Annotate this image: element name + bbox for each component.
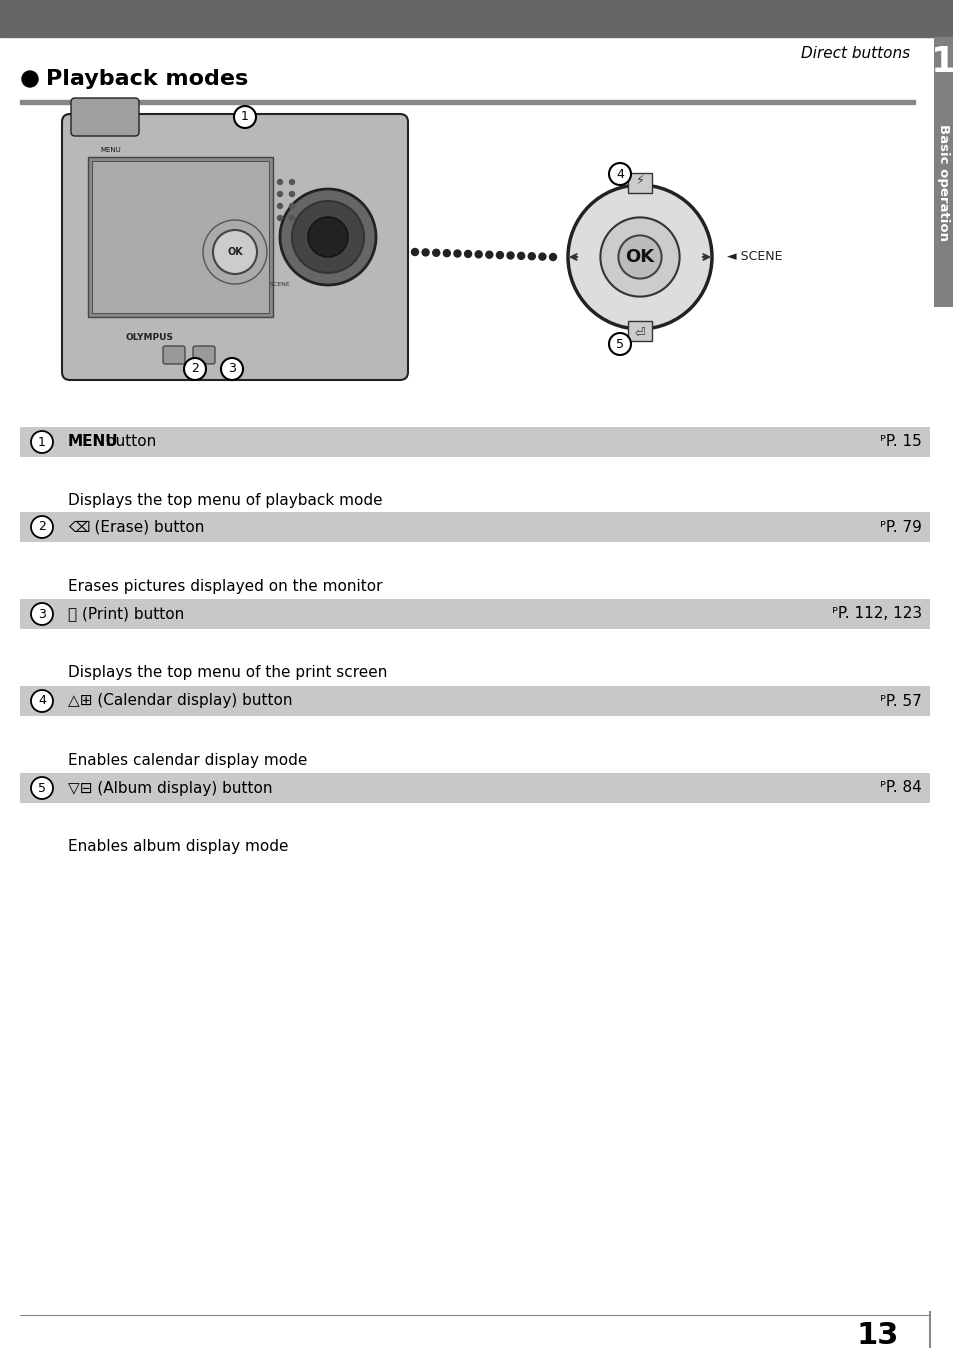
Text: OK: OK (625, 248, 654, 266)
Text: Displays the top menu of the print screen: Displays the top menu of the print scree… (68, 665, 387, 680)
Circle shape (30, 432, 53, 453)
Circle shape (30, 778, 53, 799)
Circle shape (213, 229, 256, 274)
Bar (933, 37, 953, 307)
FancyBboxPatch shape (71, 98, 139, 136)
Circle shape (567, 185, 711, 328)
Circle shape (454, 250, 460, 256)
Circle shape (608, 332, 630, 356)
Circle shape (475, 251, 481, 258)
Text: SCENE: SCENE (270, 281, 290, 286)
Circle shape (221, 358, 243, 380)
Circle shape (233, 106, 255, 128)
Bar (88, 157, 273, 318)
Circle shape (22, 71, 38, 87)
Bar (20, 687, 929, 716)
Text: button: button (101, 434, 156, 449)
Bar (91, 161, 269, 313)
Circle shape (608, 163, 630, 185)
Text: 1: 1 (241, 110, 249, 123)
Text: Basic operation: Basic operation (937, 123, 949, 240)
Text: Enables calendar display mode: Enables calendar display mode (68, 753, 307, 768)
Bar (627, 172, 651, 193)
Text: ᴾP. 57: ᴾP. 57 (880, 693, 921, 708)
Circle shape (538, 254, 545, 261)
Circle shape (443, 250, 450, 256)
Text: △⊞ (Calendar display) button: △⊞ (Calendar display) button (68, 693, 293, 708)
Text: Erases pictures displayed on the monitor: Erases pictures displayed on the monitor (68, 578, 382, 593)
Bar (20, 773, 929, 803)
Circle shape (30, 516, 53, 537)
Circle shape (30, 689, 53, 712)
Text: Playback modes: Playback modes (46, 69, 248, 90)
Circle shape (277, 191, 282, 197)
Bar (20, 100, 914, 104)
Text: ᴾP. 84: ᴾP. 84 (880, 780, 921, 795)
Text: 3: 3 (228, 362, 235, 376)
Circle shape (618, 235, 661, 278)
Bar (20, 427, 929, 457)
Text: ⎙ (Print) button: ⎙ (Print) button (68, 607, 184, 622)
Text: ⚡: ⚡ (635, 174, 643, 186)
Circle shape (433, 250, 439, 256)
Text: ⏎: ⏎ (634, 327, 644, 341)
Text: ◄ SCENE: ◄ SCENE (726, 251, 781, 263)
Text: 5: 5 (616, 338, 623, 350)
Circle shape (308, 217, 348, 256)
Text: 4: 4 (38, 695, 46, 707)
Circle shape (277, 179, 282, 185)
Circle shape (289, 179, 294, 185)
Circle shape (184, 358, 206, 380)
Text: Enables album display mode: Enables album display mode (68, 840, 288, 855)
Text: OLYMPUS: OLYMPUS (126, 332, 173, 342)
Text: OK: OK (227, 247, 243, 256)
Text: ᴾP. 112, 123: ᴾP. 112, 123 (831, 607, 921, 622)
Text: 4: 4 (616, 167, 623, 180)
Circle shape (464, 251, 471, 258)
Circle shape (277, 216, 282, 220)
Bar (20, 598, 929, 630)
Circle shape (289, 204, 294, 209)
Text: MENU: MENU (100, 147, 121, 153)
Circle shape (277, 204, 282, 209)
Circle shape (506, 252, 514, 259)
FancyBboxPatch shape (193, 346, 214, 364)
Circle shape (289, 191, 294, 197)
Circle shape (280, 189, 375, 285)
Circle shape (599, 217, 679, 297)
Circle shape (411, 248, 418, 255)
Circle shape (421, 248, 429, 256)
Text: ▽⊟ (Album display) button: ▽⊟ (Album display) button (68, 780, 273, 795)
Text: 2: 2 (38, 521, 46, 533)
Text: Displays the top menu of playback mode: Displays the top menu of playback mode (68, 494, 382, 509)
FancyBboxPatch shape (163, 346, 185, 364)
Circle shape (485, 251, 493, 258)
Circle shape (30, 603, 53, 626)
Text: ᴾP. 79: ᴾP. 79 (880, 520, 921, 535)
Circle shape (517, 252, 524, 259)
Circle shape (292, 201, 364, 273)
Circle shape (289, 216, 294, 220)
Text: MENU: MENU (68, 434, 118, 449)
Text: 13: 13 (856, 1320, 899, 1349)
Text: 1: 1 (38, 436, 46, 449)
Text: Direct buttons: Direct buttons (800, 46, 909, 61)
Bar (0, 0, 953, 37)
FancyBboxPatch shape (62, 114, 408, 380)
Text: 3: 3 (38, 608, 46, 620)
Text: 5: 5 (38, 782, 46, 794)
Text: ᴾP. 15: ᴾP. 15 (880, 434, 921, 449)
Circle shape (549, 254, 556, 261)
Text: ⌫ (Erase) button: ⌫ (Erase) button (68, 520, 204, 535)
Text: 1: 1 (930, 45, 953, 79)
Text: 2: 2 (191, 362, 199, 376)
Bar (20, 512, 929, 541)
Circle shape (528, 252, 535, 259)
Circle shape (496, 251, 503, 259)
Bar (627, 322, 651, 341)
